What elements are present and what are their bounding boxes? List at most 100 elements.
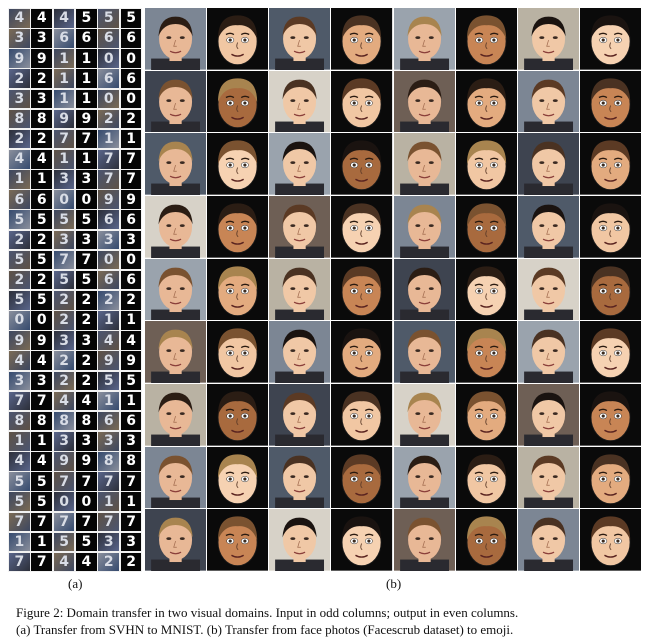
emoji-face	[207, 509, 269, 571]
face-photo	[145, 509, 207, 571]
face-photo	[517, 321, 579, 383]
svhn-input-digit: 9	[97, 189, 121, 210]
mnist-output-digit: 5	[75, 531, 98, 553]
mnist-output-digit: 7	[75, 128, 98, 150]
face-photo	[269, 446, 331, 509]
svhn-input-digit: 6	[52, 28, 76, 49]
mnist-output-digit: 6	[119, 28, 143, 49]
mnist-output-digit: 7	[119, 511, 143, 533]
mnist-output-digit: 3	[119, 431, 143, 452]
emoji-face	[579, 384, 641, 446]
face-emoji-grid	[145, 8, 642, 572]
svhn-input-digit: 9	[97, 350, 121, 372]
svhn-input-digit: 1	[8, 431, 31, 452]
svhn-input-digit: 7	[8, 390, 31, 412]
svhn-input-digit: 7	[52, 511, 76, 533]
emoji-face	[207, 70, 269, 133]
emoji-face	[455, 70, 517, 133]
face-photo	[393, 446, 455, 509]
svhn-input-digit: 7	[52, 128, 76, 150]
svhn-input-digit: 7	[97, 471, 121, 492]
face-photo	[517, 509, 579, 571]
mnist-output-digit: 6	[119, 68, 143, 90]
svhn-input-digit: 0	[8, 310, 31, 331]
mnist-output-digit: 3	[75, 330, 98, 351]
emoji-face	[455, 446, 517, 509]
mnist-output-digit: 8	[30, 410, 54, 432]
svhn-input-digit: 7	[8, 551, 31, 573]
svhn-input-digit: 5	[52, 531, 76, 553]
emoji-face	[207, 8, 269, 70]
emoji-face	[331, 8, 393, 70]
mnist-output-digit: 1	[30, 531, 54, 553]
mnist-output-digit: 2	[119, 551, 143, 573]
face-photo	[269, 258, 331, 321]
caption-line-2: (a) Transfer from SVHN to MNIST. (b) Tra…	[16, 622, 514, 637]
svhn-input-digit: 0	[97, 48, 121, 69]
mnist-output-digit: 2	[30, 128, 54, 150]
face-photo	[393, 196, 455, 258]
svhn-input-digit: 7	[97, 511, 121, 533]
mnist-output-digit: 4	[30, 451, 54, 472]
svhn-input-digit: 2	[52, 290, 76, 311]
mnist-output-digit: 2	[75, 350, 98, 372]
mnist-output-digit: 1	[119, 390, 143, 412]
svhn-input-digit: 4	[8, 451, 31, 472]
face-photo	[269, 8, 331, 70]
face-photo	[393, 8, 455, 70]
svhn-input-digit: 9	[8, 48, 31, 69]
svhn-input-digit: 4	[8, 149, 31, 170]
face-photo	[393, 70, 455, 133]
mnist-output-digit: 7	[119, 169, 143, 190]
svhn-input-digit: 3	[97, 531, 121, 553]
emoji-face	[579, 509, 641, 571]
face-photo	[145, 321, 207, 383]
face-photo	[145, 384, 207, 446]
face-photo	[269, 196, 331, 258]
emoji-face	[207, 196, 269, 258]
svhn-input-digit: 4	[52, 551, 76, 573]
mnist-output-digit: 9	[119, 350, 143, 372]
svhn-input-digit: 8	[97, 451, 121, 472]
emoji-face	[455, 133, 517, 195]
mnist-output-digit: 7	[119, 471, 143, 492]
mnist-output-digit: 7	[30, 511, 54, 533]
mnist-output-digit: 9	[30, 48, 54, 69]
mnist-output-digit: 5	[75, 209, 98, 231]
svhn-input-digit: 1	[52, 48, 76, 69]
emoji-face	[455, 509, 517, 571]
mnist-output-digit: 6	[119, 209, 143, 231]
emoji-face	[331, 446, 393, 509]
mnist-output-digit: 7	[30, 551, 54, 573]
svhn-input-digit: 9	[52, 108, 76, 130]
svhn-input-digit: 7	[97, 149, 121, 170]
emoji-face	[579, 8, 641, 70]
svhn-input-digit: 5	[8, 491, 31, 513]
emoji-face	[455, 384, 517, 446]
mnist-output-digit: 2	[75, 290, 98, 311]
svhn-input-digit: 5	[8, 290, 31, 311]
svhn-input-digit: 2	[97, 290, 121, 311]
mnist-output-digit: 4	[30, 8, 54, 29]
mnist-output-digit: 5	[119, 370, 143, 392]
emoji-face	[331, 384, 393, 446]
emoji-face	[331, 258, 393, 321]
svhn-input-digit: 5	[8, 249, 31, 271]
svhn-input-digit: 2	[52, 370, 76, 392]
face-photo	[393, 321, 455, 383]
svhn-input-digit: 3	[8, 370, 31, 392]
face-photo	[269, 70, 331, 133]
mnist-output-digit: 3	[119, 229, 143, 251]
mnist-output-digit: 1	[75, 88, 98, 110]
svhn-input-digit: 0	[52, 491, 76, 513]
mnist-output-digit: 0	[119, 48, 143, 69]
svhn-input-digit: 3	[8, 28, 31, 49]
mnist-output-digit: 4	[75, 390, 98, 412]
mnist-output-digit: 1	[75, 149, 98, 170]
svhn-input-digit: 0	[97, 88, 121, 110]
svhn-input-digit: 4	[8, 8, 31, 29]
svhn-input-digit: 2	[52, 310, 76, 331]
svhn-input-digit: 5	[97, 370, 121, 392]
emoji-face	[579, 446, 641, 509]
